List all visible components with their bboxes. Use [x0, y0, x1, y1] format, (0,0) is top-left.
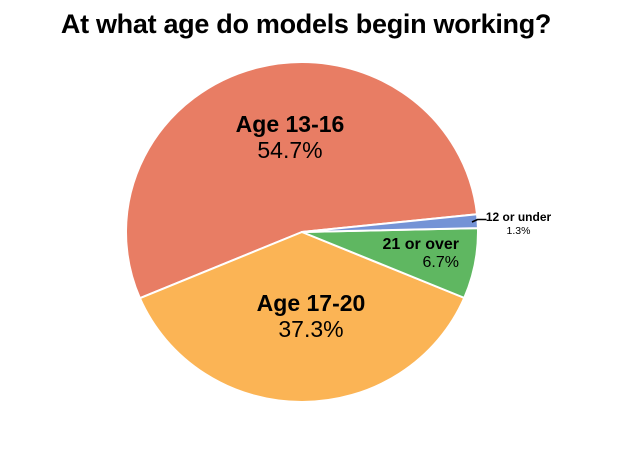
slice-pct-21-or-over: 6.7%	[422, 253, 459, 271]
slice-pct-age-17-20: 37.3%	[278, 316, 344, 343]
slice-name-age-17-20: Age 17-20	[256, 290, 366, 316]
slice-label-12-or-under: 12 or under 1.3%	[470, 210, 567, 238]
pie-slice-age-17-20	[138, 231, 466, 403]
pie-slice-age-13-16	[125, 61, 479, 300]
slice-label-21-or-over: 21 or over 6.7%	[309, 236, 459, 271]
chart-title: At what age do models begin working?	[60, 9, 552, 39]
slice-label-age-13-16: Age 13-16 54.7%	[195, 111, 385, 164]
slice-label-age-17-20: Age 17-20 37.3%	[216, 290, 406, 343]
slice-name-age-13-16: Age 13-16	[235, 111, 345, 137]
slice-pct-12-or-under: 1.3%	[506, 225, 531, 237]
leader-line-12-or-under	[471, 218, 487, 223]
slice-pct-age-13-16: 54.7%	[257, 137, 323, 164]
pie-slice-12-or-under	[301, 213, 479, 233]
pie-slices	[125, 61, 479, 403]
slice-name-12-or-under: 12 or under	[485, 210, 552, 224]
slice-name-21-or-over: 21 or over	[382, 236, 459, 253]
